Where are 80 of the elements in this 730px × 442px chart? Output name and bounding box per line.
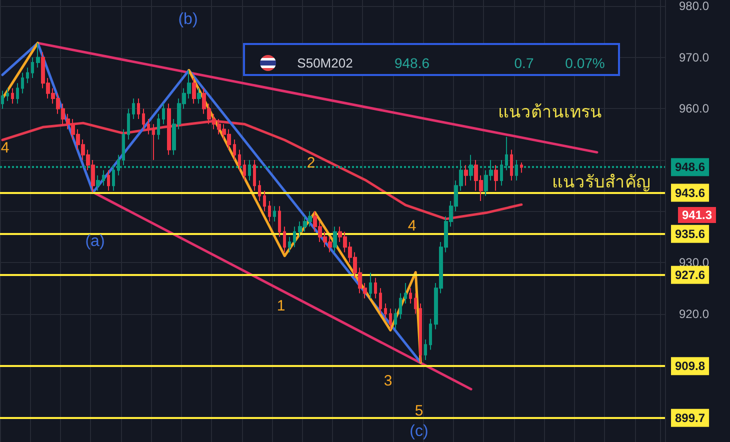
annotation: 1 [276, 298, 286, 314]
candlestick [243, 159, 246, 181]
ref-line-label: 943.6 [675, 186, 706, 200]
candlestick [379, 288, 382, 314]
ref-line-label: 899.7 [675, 410, 706, 425]
candlestick [293, 226, 296, 248]
candlestick [142, 108, 145, 130]
y-tick-label: 920.0 [679, 306, 710, 321]
annotation: แนวรับสำคัญ [552, 172, 650, 192]
candlestick [21, 72, 24, 94]
annotation: แนวต้านเทรน [498, 102, 602, 122]
candlestick [31, 56, 34, 78]
annotation: 2 [306, 154, 316, 172]
candlestick [263, 190, 266, 212]
annotation: (b) [178, 11, 198, 28]
candlestick [333, 226, 337, 253]
candlestick [11, 88, 14, 104]
candlestick [464, 164, 468, 186]
candlestick [278, 206, 281, 238]
ref-line-label: 909.8 [675, 359, 706, 374]
y-tick-label: 980.0 [679, 0, 710, 14]
annotation: 3 [384, 372, 392, 390]
candlestick [389, 308, 392, 330]
candlestick [238, 149, 241, 171]
candlestick [147, 118, 150, 135]
candlestick [36, 42, 40, 68]
candlestick [404, 282, 407, 304]
candlestick [192, 77, 196, 104]
line-series [1, 120, 523, 220]
candlestick [369, 272, 372, 299]
ref-line-label: 948.6 [675, 160, 706, 174]
candlestick [152, 124, 155, 160]
annotation: 0.7 [514, 55, 534, 71]
annotation: 4 [408, 218, 416, 234]
candlestick [253, 159, 256, 192]
candlestick [107, 170, 110, 192]
candlestick [96, 174, 100, 192]
candlestick [102, 170, 105, 186]
candlestick [273, 206, 276, 222]
candlestick [127, 108, 130, 140]
annotation: 4 [0, 140, 10, 156]
candlestick [157, 113, 160, 140]
candlestick [374, 277, 377, 299]
candlestick [394, 308, 397, 330]
candlestick [409, 288, 412, 304]
candlestick [1, 90, 4, 110]
candlestick [258, 180, 261, 202]
candlestick [16, 82, 19, 104]
annotation: 948.6 [394, 55, 430, 71]
candlestick [429, 318, 432, 350]
candlestick [132, 98, 135, 120]
candlestick [162, 103, 165, 125]
candlestick [122, 128, 125, 166]
candlestick [424, 338, 427, 360]
candlestick [197, 88, 201, 104]
candlestick [137, 98, 140, 120]
text: 941.3 [678, 207, 716, 223]
annotation: 0.07% [565, 55, 605, 71]
candlestick [233, 138, 236, 160]
annotation: (a) [85, 233, 105, 250]
candlestick [494, 164, 498, 192]
annotation: 5 [414, 402, 424, 420]
annotation: S50M202 [297, 56, 353, 70]
candlestick [399, 292, 402, 320]
candlestick [384, 303, 387, 320]
candlestick [268, 200, 271, 222]
candlestick [283, 226, 286, 253]
candlestick [414, 292, 417, 314]
candlestick [6, 88, 9, 102]
candlestick [520, 162, 523, 174]
candlestick [288, 236, 291, 253]
candlestick [26, 67, 29, 84]
y-tick-label: 960.0 [679, 102, 710, 116]
candlestick [510, 149, 513, 181]
candlestick [167, 103, 171, 156]
y-tick-label: 970.0 [679, 50, 710, 64]
ref-line-label: 935.6 [675, 226, 706, 241]
ref-line-label: 927.6 [675, 268, 706, 282]
annotation: (c) [410, 423, 428, 440]
candlestick [419, 303, 422, 364]
